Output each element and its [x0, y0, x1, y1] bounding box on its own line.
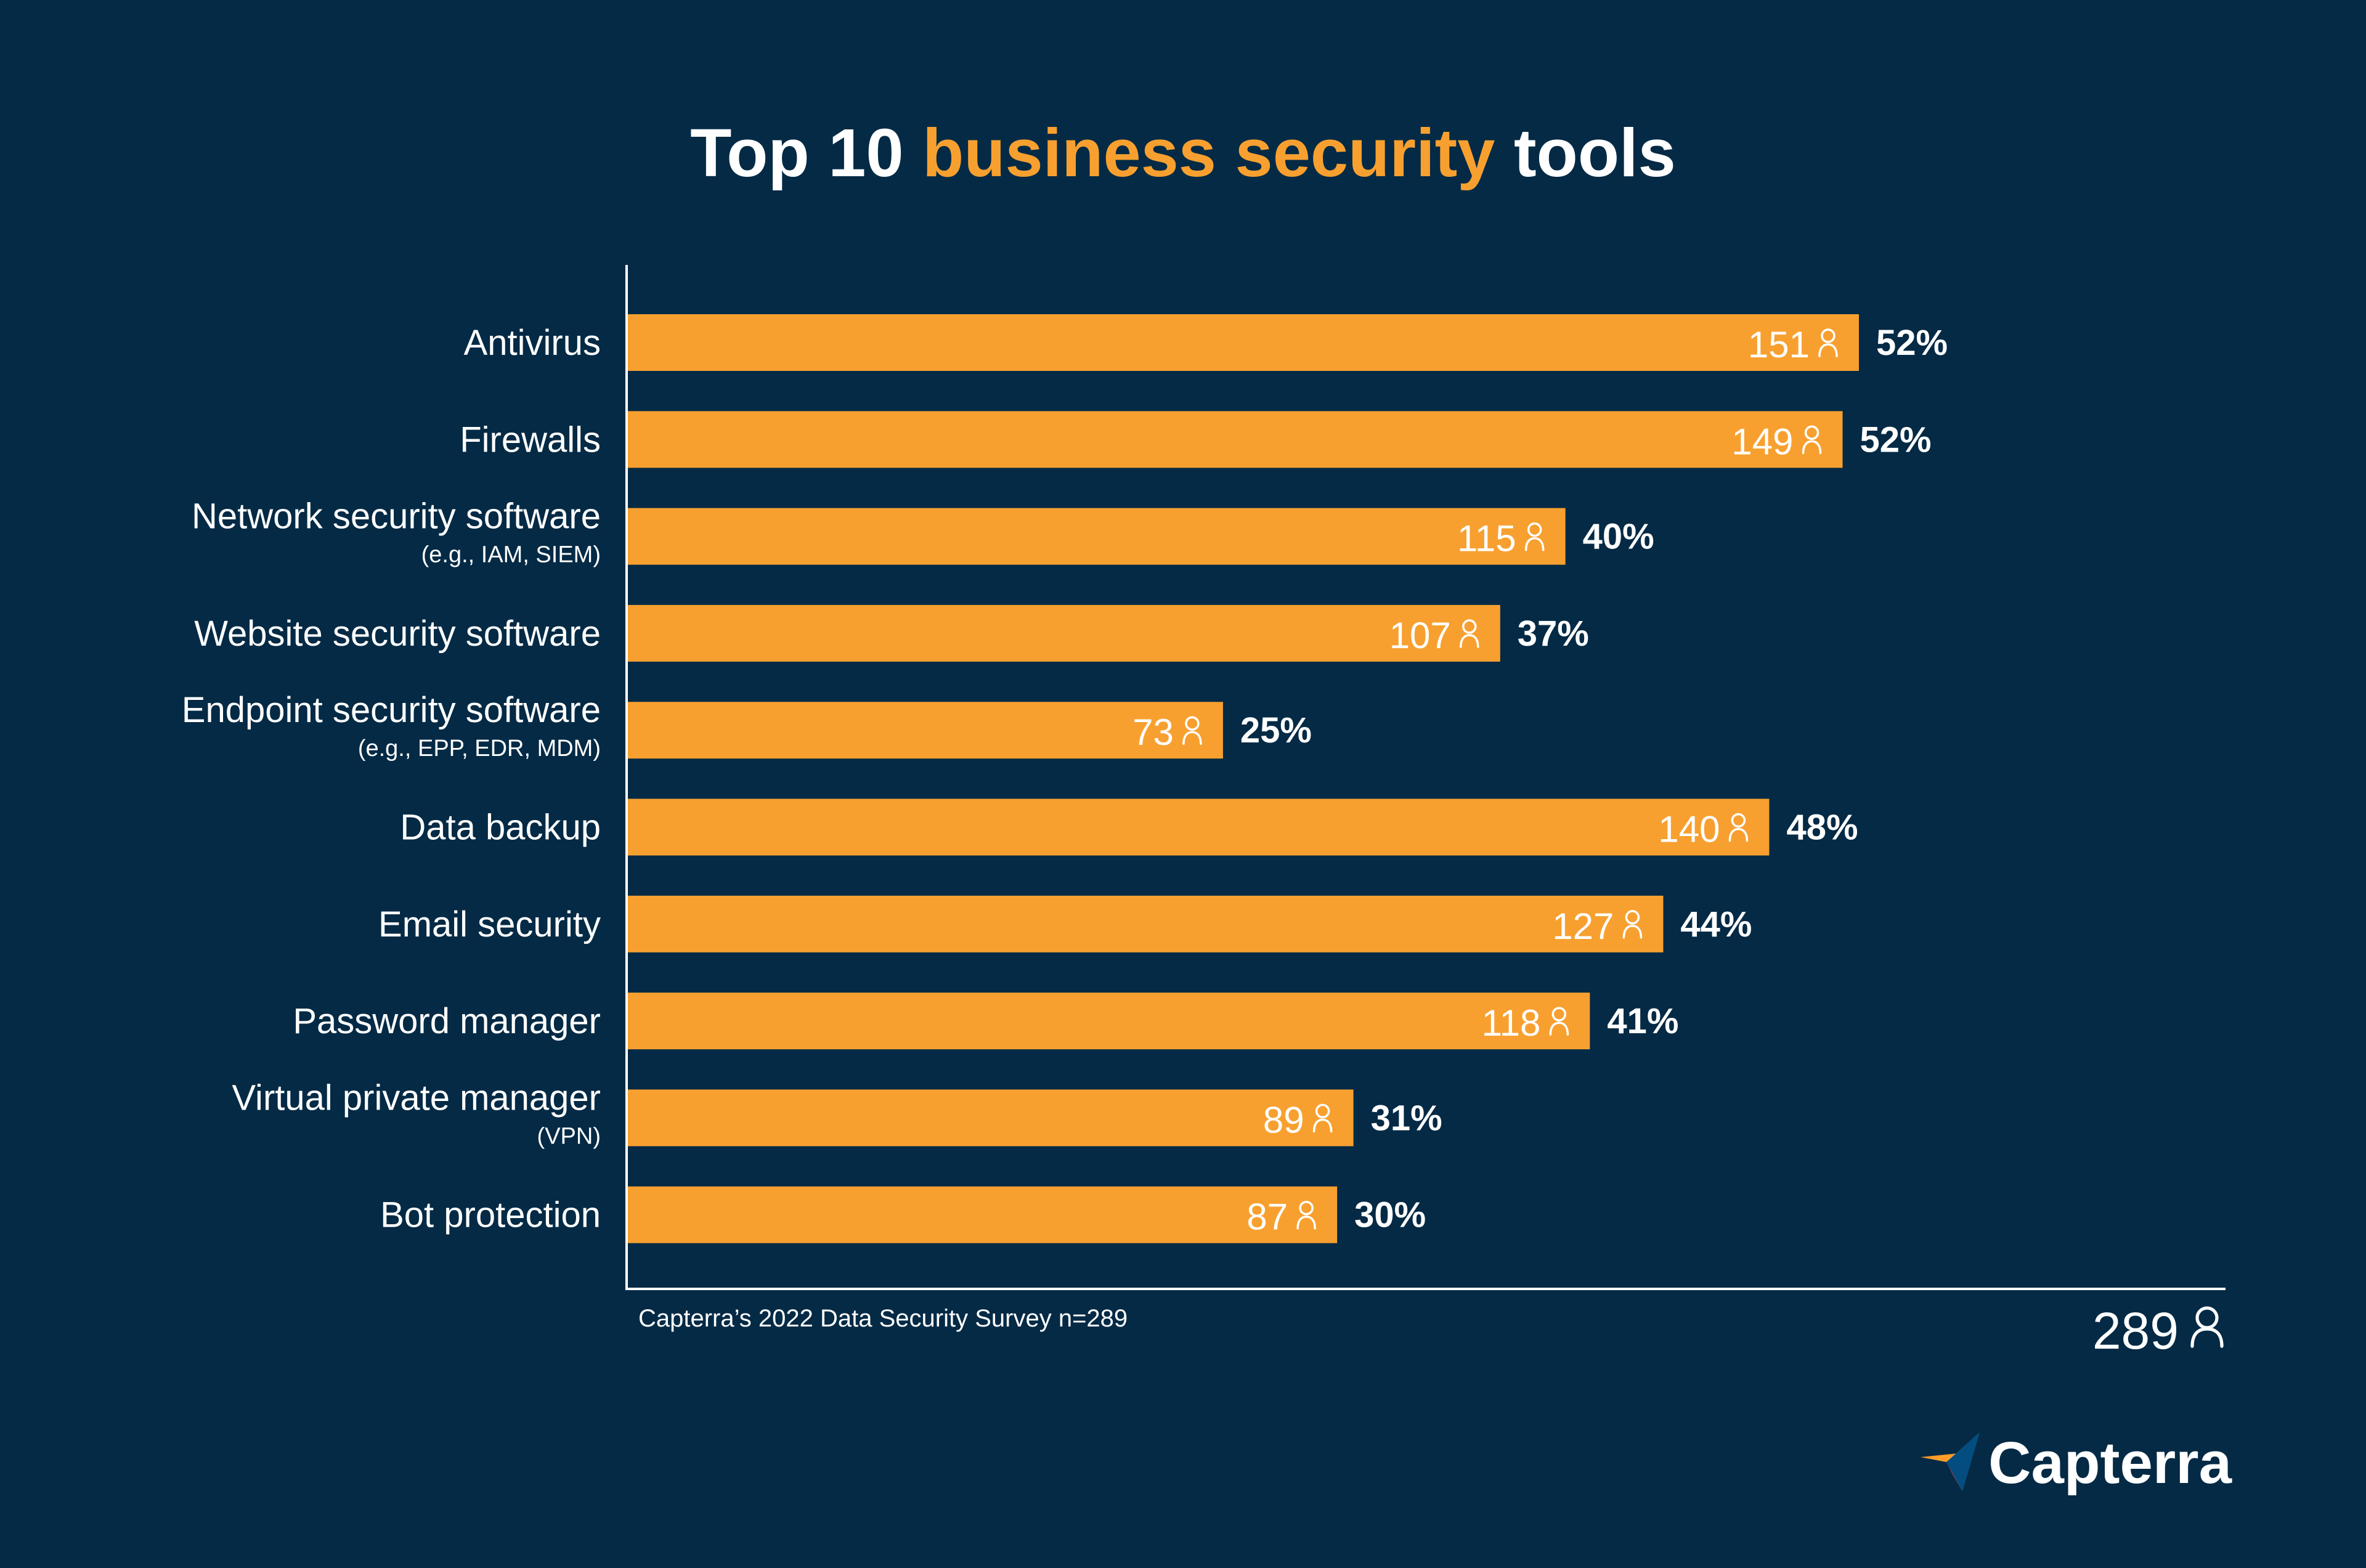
person-icon	[1818, 328, 1838, 357]
category-label: Website security software	[194, 614, 601, 654]
count-label: 115	[1457, 518, 1516, 559]
bar	[628, 411, 1843, 468]
bar	[628, 314, 1859, 371]
category-sublabel: (e.g., IAM, SIEM)	[421, 542, 601, 568]
source-footnote: Capterra’s 2022 Data Security Survey n=2…	[638, 1305, 1128, 1332]
category-label: Antivirus	[464, 323, 601, 363]
person-icon	[1460, 619, 1479, 648]
person-icon	[1549, 1007, 1569, 1036]
bar	[628, 702, 1223, 759]
percent-label: 52%	[1860, 420, 1932, 460]
percent-label: 30%	[1354, 1195, 1426, 1235]
capterra-logo: Capterra	[1919, 1429, 2232, 1497]
person-icon	[1802, 425, 1822, 455]
category-label: Network security software	[192, 497, 601, 537]
percent-label: 31%	[1371, 1098, 1442, 1138]
percent-label: 37%	[1518, 614, 1589, 654]
count-label: 151	[1748, 324, 1810, 365]
category-sublabel: (VPN)	[537, 1123, 601, 1149]
capterra-logo-text: Capterra	[1988, 1430, 2232, 1496]
bar	[628, 895, 1664, 953]
bar	[628, 993, 1590, 1050]
bar	[628, 508, 1566, 565]
person-icon	[1182, 716, 1202, 745]
title-highlight: business security	[922, 115, 1495, 191]
percent-label: 44%	[1680, 904, 1752, 944]
total-value: 289	[2092, 1302, 2179, 1360]
person-icon	[2189, 1301, 2226, 1361]
bar	[628, 1186, 1338, 1243]
count-label: 73	[1132, 712, 1174, 753]
title-suffix: tools	[1495, 115, 1676, 191]
count-label: 127	[1552, 906, 1614, 947]
percent-label: 41%	[1607, 1001, 1678, 1041]
percent-label: 40%	[1583, 517, 1654, 557]
person-icon	[1296, 1200, 1316, 1230]
bar	[628, 1089, 1354, 1147]
count-label: 149	[1731, 421, 1793, 462]
bar	[628, 604, 1500, 662]
capterra-logo-icon	[1919, 1431, 1981, 1496]
count-label: 89	[1263, 1099, 1304, 1140]
category-label: Virtual private manager	[232, 1078, 601, 1118]
title-prefix: Top 10	[690, 115, 923, 191]
count-label: 87	[1246, 1196, 1288, 1238]
count-label: 107	[1389, 615, 1451, 656]
category-label: Endpoint security software	[182, 690, 601, 730]
percent-label: 48%	[1786, 808, 1858, 848]
count-label: 140	[1658, 809, 1720, 850]
person-icon	[1622, 910, 1643, 939]
bar	[628, 798, 1770, 856]
person-icon	[1728, 813, 1749, 842]
category-label: Email security	[378, 904, 601, 944]
category-label: Firewalls	[460, 420, 601, 460]
chart-title: Top 10 business security tools	[0, 114, 2366, 192]
person-icon	[1312, 1103, 1333, 1133]
percent-label: 25%	[1240, 710, 1312, 750]
category-label: Password manager	[293, 1001, 601, 1041]
person-icon	[1524, 522, 1545, 551]
category-label: Data backup	[400, 808, 601, 848]
category-label: Bot protection	[380, 1195, 601, 1235]
percent-label: 52%	[1876, 323, 1948, 363]
total-respondents: 289	[2092, 1301, 2226, 1361]
category-sublabel: (e.g., EPP, EDR, MDM)	[358, 736, 601, 762]
count-label: 118	[1482, 1002, 1541, 1044]
